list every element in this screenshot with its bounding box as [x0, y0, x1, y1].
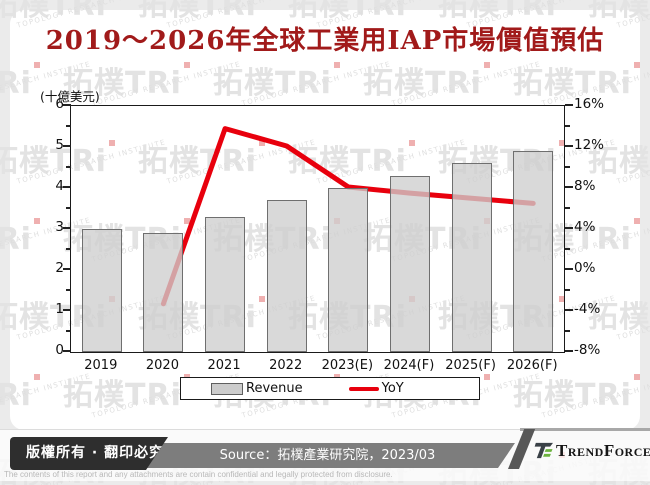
left-axis-unit-label: (十億美元): [40, 89, 100, 104]
left-axis-tick: [63, 145, 71, 147]
left-axis-tick-label: 4: [55, 178, 64, 194]
right-axis-tick: [565, 329, 570, 332]
plot-area: [70, 105, 565, 353]
x-axis-label-2024(F): 2024(F): [383, 358, 435, 373]
left-axis-tick: [63, 227, 71, 229]
left-axis-tick: [66, 165, 71, 168]
x-axis-label-2021: 2021: [207, 358, 241, 373]
trendforce-logo-icon: [534, 442, 553, 459]
revenue-swatch-icon: [211, 382, 243, 395]
left-axis-tick: [66, 288, 71, 291]
right-axis-tick-label: 0%: [574, 260, 596, 276]
left-axis-tick: [66, 247, 71, 250]
right-axis-tick: [565, 186, 573, 188]
footer: Source：拓樸產業研究院，2023/03 版權所有 · 翻印必究 Trend…: [0, 428, 650, 485]
left-axis-tick: [66, 124, 71, 127]
right-axis-tick: [565, 350, 573, 352]
revenue-bar-2026(F): [513, 151, 554, 352]
revenue-bar-2020: [143, 233, 184, 352]
left-axis-tick-label: 3: [55, 219, 64, 235]
left-axis-tick: [63, 268, 71, 270]
right-axis-tick-label: -8%: [574, 342, 601, 358]
right-axis-tick: [565, 206, 570, 209]
legend-label-yoy: YoY: [381, 381, 404, 396]
revenue-bar-2025(F): [451, 163, 492, 352]
card-bottom-edge: [0, 429, 650, 430]
right-axis-tick-label: -4%: [574, 301, 601, 317]
right-axis-tick-label: 4%: [574, 219, 596, 235]
x-axis-label-2025(F): 2025(F): [445, 358, 496, 373]
right-axis-tick-label: 8%: [574, 178, 596, 194]
left-axis-tick-label: 0: [55, 342, 64, 358]
copyright-box: 版權所有 · 翻印必究: [10, 437, 168, 470]
revenue-bar-2024(F): [389, 175, 430, 352]
left-axis-tick-label: 2: [55, 260, 64, 276]
page-title: 2019～2026年全球工業用IAP市場價值預估: [45, 26, 605, 56]
legend-label-revenue: Revenue: [246, 381, 303, 396]
x-axis-label-2019: 2019: [84, 358, 118, 373]
left-axis-tick: [63, 350, 71, 352]
footer-accent-line: [520, 428, 650, 431]
left-axis-tick: [63, 104, 71, 106]
left-axis-tick: [63, 309, 71, 311]
right-axis-tick-label: 12%: [574, 137, 605, 153]
x-axis-label-2023(E): 2023(E): [321, 358, 374, 373]
left-axis-tick: [66, 206, 71, 209]
revenue-bar-2023(E): [328, 188, 369, 352]
left-axis-tick: [66, 329, 71, 332]
right-axis-tick: [565, 288, 570, 291]
right-axis-tick: [565, 124, 570, 127]
yoy-line-swatch-icon: [348, 386, 379, 391]
legend: Revenue YoY: [180, 377, 480, 400]
revenue-bar-2019: [81, 229, 122, 352]
left-axis-tick-label: 5: [55, 137, 64, 153]
trendforce-wordmark: TrendForce: [556, 440, 650, 460]
right-axis-tick-label: 16%: [574, 96, 605, 112]
right-axis-tick: [565, 165, 570, 168]
x-axis-label-2026(F): 2026(F): [506, 358, 558, 373]
right-axis-tick: [565, 145, 573, 147]
left-axis-tick: [63, 186, 71, 188]
right-axis-tick: [565, 247, 570, 250]
right-axis-tick: [565, 104, 573, 106]
revenue-bar-2022: [266, 200, 307, 352]
right-axis-tick: [565, 268, 573, 270]
revenue-bar-2021: [205, 216, 246, 352]
disclaimer-text: The contents of this report and any atta…: [4, 470, 393, 479]
source-bar: Source：拓樸產業研究院，2023/03: [140, 443, 515, 468]
x-axis-label-2022: 2022: [269, 358, 303, 373]
x-axis-label-2020: 2020: [145, 358, 179, 373]
right-axis-tick: [565, 309, 573, 311]
trendforce-logo: TrendForce: [532, 440, 650, 461]
right-axis-tick: [565, 227, 573, 229]
left-axis-tick-label: 1: [55, 301, 64, 317]
left-axis-tick-label: 6: [55, 96, 64, 112]
